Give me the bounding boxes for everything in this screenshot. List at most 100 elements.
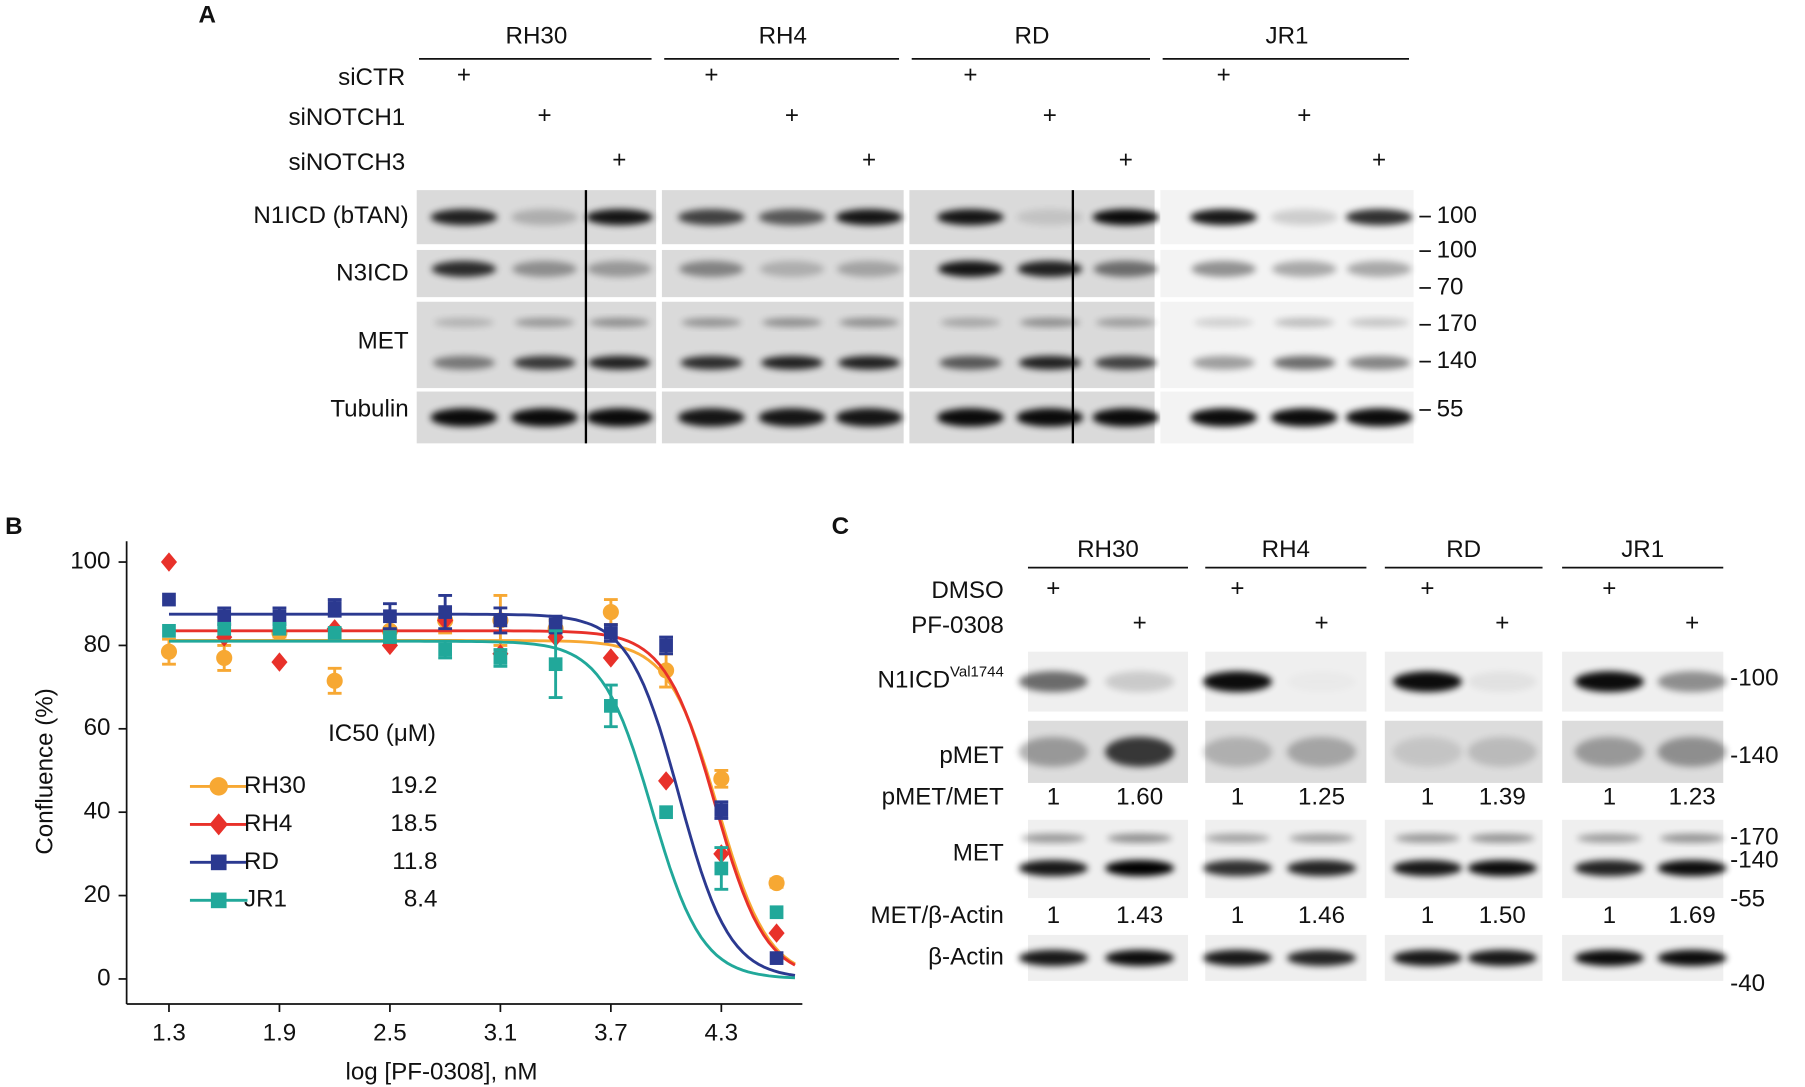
ratio-value: 1.39 <box>1479 783 1526 810</box>
legend-ic50: 8.4 <box>404 886 438 913</box>
blot-band <box>511 209 578 226</box>
blot-band <box>1193 317 1254 328</box>
blot-band <box>762 317 822 328</box>
blot-band <box>938 260 1003 278</box>
blot-band <box>839 317 900 328</box>
blot-band <box>1467 736 1537 767</box>
data-point <box>160 643 178 660</box>
blot-band <box>1105 671 1175 692</box>
blot-band <box>1105 736 1175 767</box>
legend-marker <box>209 777 228 796</box>
blot-label: β-Actin <box>928 943 1004 970</box>
blot-band <box>760 355 824 370</box>
cell-line-header: RH4 <box>1262 536 1310 563</box>
legend-title: IC50 (μM) <box>328 720 436 747</box>
panel-label: A <box>198 2 215 29</box>
blot-band <box>1577 833 1642 843</box>
plus-sign: + <box>1230 575 1244 602</box>
mw-marker: -140 <box>1730 847 1778 874</box>
blot-band <box>514 317 575 328</box>
blot-band <box>1467 671 1537 692</box>
blot-panel <box>1027 819 1188 899</box>
legend-label: RH30 <box>244 772 306 799</box>
data-point <box>769 905 784 920</box>
data-point <box>659 638 673 653</box>
blot-band <box>1574 949 1644 966</box>
legend-label: RH4 <box>244 810 292 837</box>
blot-band <box>1202 671 1273 692</box>
blot-band <box>1286 860 1357 877</box>
blot-band <box>678 408 745 427</box>
blot-band <box>1287 671 1356 692</box>
blot-band <box>937 209 1004 226</box>
blot-band <box>838 355 901 370</box>
blot-band <box>1574 860 1644 877</box>
mw-marker: -140 <box>1730 742 1778 769</box>
blot-band <box>937 408 1004 427</box>
blot-label: N1ICD (bTAN) <box>253 202 408 229</box>
blot-band <box>939 355 1002 370</box>
blot-band <box>1392 736 1462 767</box>
plus-sign: + <box>1119 147 1133 174</box>
blot-band <box>1270 209 1338 226</box>
cell-line-header: RH30 <box>506 22 568 49</box>
blot-label: MET <box>358 327 409 354</box>
blot-band <box>1021 833 1086 843</box>
ratio-label: pMET/MET <box>882 783 1004 810</box>
blot-band <box>1092 209 1160 226</box>
data-point <box>327 626 342 640</box>
blot-label-main: N1ICD <box>878 667 950 694</box>
data-point <box>769 951 784 965</box>
blot-band <box>1018 671 1088 692</box>
blot-label: N1ICDVal1744 <box>878 663 1004 694</box>
data-point <box>604 699 618 713</box>
ratio-value: 1 <box>1421 783 1434 810</box>
plus-sign: + <box>704 62 718 89</box>
blot-band <box>835 209 903 226</box>
ratio-value: 1 <box>1047 783 1060 810</box>
blot-band <box>585 408 653 427</box>
data-point <box>160 552 178 572</box>
blot-panel <box>1205 819 1367 899</box>
blot-band <box>1018 949 1088 966</box>
blot-panel <box>416 301 657 389</box>
blot-band <box>1395 833 1460 843</box>
blot-band <box>1657 736 1727 767</box>
cell-line-header: JR1 <box>1621 536 1664 563</box>
blot-label: N3ICD <box>336 260 408 287</box>
blot-band <box>1657 860 1727 877</box>
cell-line-header: RH30 <box>1077 536 1139 563</box>
data-point <box>493 651 508 665</box>
y-tick-label: 100 <box>70 547 110 574</box>
blot-band <box>679 260 744 278</box>
data-point <box>548 657 563 672</box>
plus-sign: + <box>1133 609 1147 636</box>
data-point <box>383 609 397 624</box>
plus-sign: + <box>1685 609 1699 636</box>
blot-band <box>1107 833 1172 843</box>
cell-line-header: JR1 <box>1265 22 1308 49</box>
y-tick-label: 80 <box>84 631 111 658</box>
ratio-value: 1.69 <box>1669 902 1716 929</box>
data-point <box>602 604 619 621</box>
blot-band <box>1205 833 1270 843</box>
panel-label: C <box>832 513 849 540</box>
blot-band <box>430 209 498 226</box>
mw-marker: -55 <box>1730 886 1765 913</box>
blot-panel <box>661 301 904 389</box>
plus-sign: + <box>1602 575 1616 602</box>
blot-band <box>680 355 743 370</box>
data-point <box>162 592 176 607</box>
blot-band <box>1345 209 1413 226</box>
data-point <box>604 626 618 640</box>
blot-band <box>585 209 653 226</box>
ratio-label: MET/β-Actin <box>870 902 1003 929</box>
fit-curve <box>168 639 796 980</box>
blot-band <box>1272 260 1337 278</box>
blot-label-sup: Val1744 <box>950 663 1004 680</box>
treatment-label: PF-0308 <box>911 612 1004 639</box>
data-point <box>216 649 233 666</box>
ratio-value: 1.50 <box>1479 902 1526 929</box>
plus-sign: + <box>1495 609 1509 636</box>
